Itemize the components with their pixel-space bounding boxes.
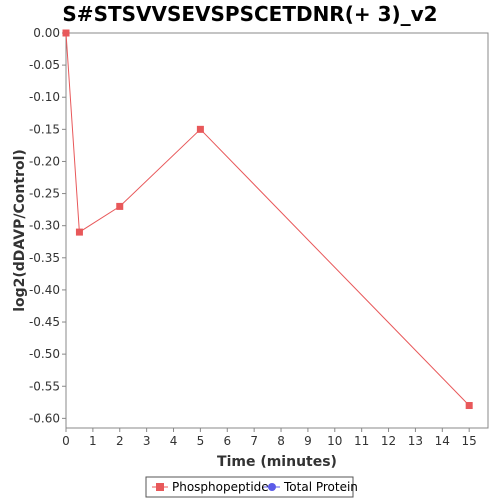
- y-tick-label: -0.10: [29, 90, 60, 104]
- legend-marker: [268, 483, 276, 491]
- y-tick-label: -0.50: [29, 347, 60, 361]
- x-tick-label: 9: [304, 434, 312, 448]
- y-tick-label: 0.00: [33, 26, 60, 40]
- legend-label: Total Protein: [283, 480, 358, 494]
- y-tick-label: -0.55: [29, 379, 60, 393]
- legend-label: Phosphopeptide: [172, 480, 269, 494]
- y-tick-label: -0.25: [29, 187, 60, 201]
- x-tick-label: 13: [408, 434, 423, 448]
- x-tick-label: 5: [197, 434, 205, 448]
- data-point: [75, 228, 83, 236]
- x-tick-label: 11: [354, 434, 369, 448]
- data-point: [196, 125, 204, 133]
- x-tick-label: 14: [435, 434, 450, 448]
- data-point: [62, 29, 70, 37]
- y-tick-label: -0.05: [29, 58, 60, 72]
- x-tick-label: 2: [116, 434, 124, 448]
- x-tick-label: 10: [327, 434, 342, 448]
- data-point: [465, 402, 473, 410]
- x-tick-label: 8: [277, 434, 285, 448]
- y-tick-label: -0.45: [29, 315, 60, 329]
- x-tick-label: 6: [223, 434, 231, 448]
- y-tick-label: -0.20: [29, 154, 60, 168]
- x-tick-label: 0: [62, 434, 70, 448]
- chart-title: S#STSVVSEVSPSCETDNR(+ 3)_v2: [62, 2, 438, 26]
- x-axis-title: Time (minutes): [217, 454, 337, 470]
- y-axis-title: log2(dDAVP/Control): [12, 149, 28, 312]
- x-tick-label: 4: [170, 434, 178, 448]
- x-tick-label: 3: [143, 434, 151, 448]
- y-tick-label: -0.40: [29, 283, 60, 297]
- x-tick-label: 7: [250, 434, 258, 448]
- y-tick-label: -0.35: [29, 251, 60, 265]
- legend-box: [145, 476, 354, 498]
- x-tick-label: 12: [381, 434, 396, 448]
- y-tick-label: -0.60: [29, 411, 60, 425]
- y-tick-label: -0.15: [29, 122, 60, 136]
- data-point: [116, 202, 124, 210]
- legend-marker: [156, 483, 164, 491]
- plot-area: [65, 32, 489, 429]
- x-tick-label: 1: [89, 434, 97, 448]
- x-tick-label: 15: [462, 434, 477, 448]
- y-tick-label: -0.30: [29, 219, 60, 233]
